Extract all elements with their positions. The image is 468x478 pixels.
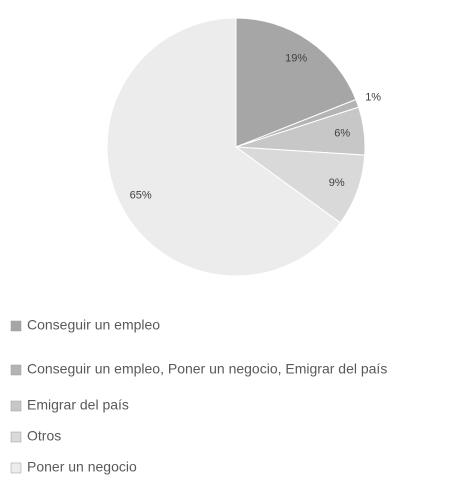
legend-swatch (10, 462, 22, 474)
legend-swatch (10, 431, 22, 443)
legend-label: Emigrar del país (27, 397, 129, 413)
value-label: 9% (329, 177, 345, 189)
value-label: 65% (130, 190, 152, 202)
legend-label: Poner un negocio (27, 459, 137, 475)
legend-swatch (10, 400, 22, 412)
value-label: 6% (334, 127, 350, 139)
legend-swatch (10, 364, 22, 376)
legend-label: Otros (27, 428, 61, 444)
legend-swatch (10, 320, 22, 332)
value-label: 19% (285, 52, 307, 64)
value-label: 1% (365, 92, 381, 104)
pie-slice (235, 17, 357, 148)
legend-label: Conseguir un empleo (27, 317, 160, 333)
legend-label: Conseguir un empleo, Poner un negocio, E… (27, 361, 387, 377)
pie-slice (106, 17, 342, 277)
